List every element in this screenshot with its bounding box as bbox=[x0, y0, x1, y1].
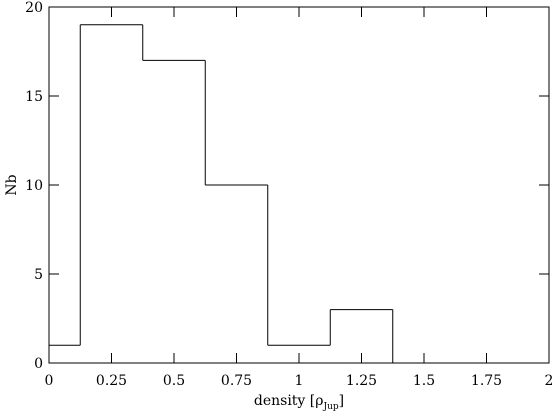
x-tick-label: 0.5 bbox=[163, 373, 185, 389]
plot-frame bbox=[48, 6, 550, 364]
x-tick-label: 1 bbox=[295, 373, 304, 389]
x-label-main: density [ρ bbox=[254, 393, 324, 409]
x-axis-label: density [ρJup] bbox=[254, 393, 344, 412]
x-tick-label: 1.5 bbox=[413, 373, 435, 389]
x-tick-label: 1.75 bbox=[471, 373, 502, 389]
y-tick-label: 5 bbox=[34, 267, 43, 283]
x-tick-label: 0.75 bbox=[221, 373, 252, 389]
y-tick-label: 10 bbox=[25, 178, 43, 194]
x-label-sub: Jup bbox=[322, 402, 338, 412]
y-tick-label: 0 bbox=[34, 356, 43, 372]
x-tick-label: 2 bbox=[545, 373, 553, 389]
x-tick-label: 0.25 bbox=[96, 373, 127, 389]
x-tick-label: 0 bbox=[45, 373, 54, 389]
y-tick-label: 15 bbox=[25, 89, 43, 105]
y-axis-label: Nb bbox=[4, 174, 20, 195]
y-tick-label: 20 bbox=[25, 0, 43, 16]
x-label-close: ] bbox=[339, 393, 344, 409]
x-tick-label: 1.25 bbox=[346, 373, 377, 389]
